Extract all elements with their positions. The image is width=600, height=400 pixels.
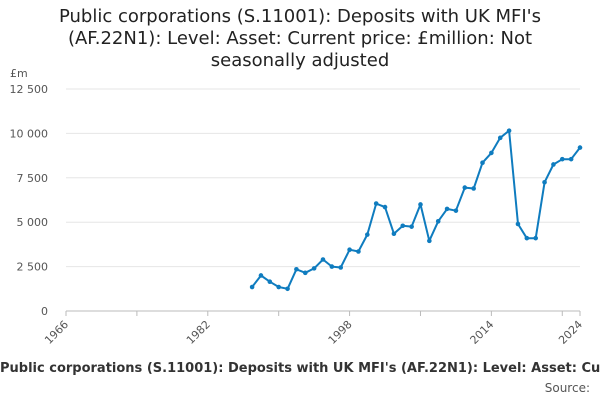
y-tick-label: 7 500 xyxy=(17,172,49,185)
data-point[interactable] xyxy=(462,185,468,190)
data-point[interactable] xyxy=(249,284,255,290)
data-point[interactable] xyxy=(338,265,344,270)
data-point[interactable] xyxy=(480,160,485,166)
y-tick-label: 2 500 xyxy=(17,261,49,274)
y-axis-ticks: 0 2 500 5 000 7 500 10 000 12 500 xyxy=(10,83,49,318)
data-point[interactable] xyxy=(435,219,441,224)
series-line xyxy=(251,129,581,290)
x-tick-label: 1966 xyxy=(42,318,71,347)
data-point[interactable] xyxy=(311,266,317,271)
data-point[interactable] xyxy=(577,145,583,150)
data-point[interactable] xyxy=(320,257,326,262)
data-point[interactable] xyxy=(568,156,574,162)
y-tick-label: 10 000 xyxy=(10,127,49,140)
data-point[interactable] xyxy=(524,235,530,241)
data-point[interactable] xyxy=(542,179,547,185)
y-tick-label: 0 xyxy=(41,305,48,318)
data-point[interactable] xyxy=(329,264,335,269)
y-tick-label: 5 000 xyxy=(17,216,49,229)
data-point[interactable] xyxy=(356,249,361,254)
data-point[interactable] xyxy=(497,135,503,141)
data-point[interactable] xyxy=(365,232,370,237)
x-tick-label: 2014 xyxy=(468,318,497,347)
x-axis-ticks: 1966 1982 1998 2014 2024 xyxy=(42,311,585,347)
x-tick-label: 2024 xyxy=(556,318,585,347)
data-point[interactable] xyxy=(444,206,450,212)
data-point[interactable] xyxy=(276,284,281,290)
data-point[interactable] xyxy=(400,223,406,229)
data-point[interactable] xyxy=(294,266,299,272)
data-point[interactable] xyxy=(258,273,264,278)
data-point[interactable] xyxy=(427,238,432,244)
data-point[interactable] xyxy=(551,162,556,167)
data-point[interactable] xyxy=(506,128,512,134)
data-point[interactable] xyxy=(453,208,459,213)
legend-entry: Public corporations (S.11001): Deposits … xyxy=(0,361,600,376)
data-point[interactable] xyxy=(285,286,290,292)
data-point[interactable] xyxy=(373,201,379,206)
data-point[interactable] xyxy=(409,224,414,229)
data-point[interactable] xyxy=(382,204,388,210)
data-point[interactable] xyxy=(347,247,352,253)
data-point[interactable] xyxy=(489,150,494,156)
data-point[interactable] xyxy=(418,202,423,207)
data-point[interactable] xyxy=(533,235,538,241)
legend: Public corporations (S.11001): Deposits … xyxy=(0,358,600,380)
y-tick-label: 12 500 xyxy=(10,83,49,96)
data-point[interactable] xyxy=(559,156,565,162)
source-label: Source: xyxy=(544,381,590,395)
series-group xyxy=(249,128,583,292)
data-point[interactable] xyxy=(391,231,397,237)
data-point[interactable] xyxy=(471,186,476,191)
gridlines xyxy=(66,88,580,312)
data-point[interactable] xyxy=(515,221,521,227)
chart-title: Public corporations (S.11001): Deposits … xyxy=(58,6,542,71)
x-tick-label: 1998 xyxy=(326,318,355,347)
data-point[interactable] xyxy=(267,279,273,284)
data-point[interactable] xyxy=(302,270,308,276)
x-tick-label: 1982 xyxy=(184,318,213,347)
y-axis-unit-label: £m xyxy=(10,67,28,80)
